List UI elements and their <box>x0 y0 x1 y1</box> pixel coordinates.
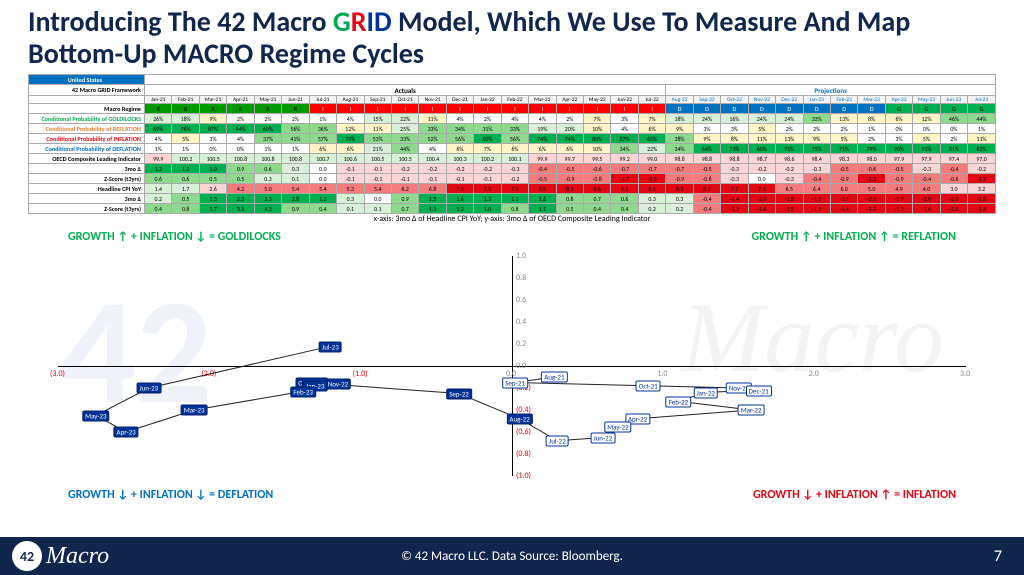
chart-point: Feb-22 <box>666 396 692 407</box>
quad-inflation: GROWTH ↓ + INFLATION ↑ = INFLATION <box>753 488 956 502</box>
chart-point: Feb-23 <box>290 386 316 397</box>
chart-point: Jan-22 <box>693 387 718 398</box>
footer-page: 7 <box>994 547 1002 566</box>
quad-goldilocks: GROWTH ↑ + INFLATION ↓ = GOLDILOCKS <box>68 230 281 244</box>
scatter-chart: GROWTH ↑ + INFLATION ↓ = GOLDILOCKS GROW… <box>28 226 996 506</box>
chart-point: Mar-22 <box>738 405 765 416</box>
chart-point: Jun-23 <box>136 383 161 394</box>
chart-point: Mar-23 <box>181 405 208 416</box>
chart-point: Oct-21 <box>636 381 661 392</box>
quad-deflation: GROWTH ↓ + INFLATION ↓ = DEFLATION <box>68 488 273 502</box>
chart-point: Dec-21 <box>746 385 772 396</box>
chart-point: Aug-21 <box>541 372 567 383</box>
chart-caption: x-axis: 3mo Δ of Headline CPI YoY; y-axi… <box>0 214 1024 224</box>
footer-attribution: © 42 Macro LLC. Data Source: Bloomberg. <box>401 549 623 564</box>
chart-point: Sep-22 <box>446 388 472 399</box>
grid-table: United States42 Macro GRID FrameworkActu… <box>28 74 996 214</box>
chart-point: Nov-22 <box>325 378 351 389</box>
logo-script: Macro <box>46 543 109 570</box>
footer: 42 Macro © 42 Macro LLC. Data Source: Bl… <box>0 537 1024 575</box>
grid-table-wrap: United States42 Macro GRID FrameworkActu… <box>0 70 1024 214</box>
chart-point: May-23 <box>82 410 109 421</box>
chart-point: Jul-23 <box>319 341 342 352</box>
footer-logo: 42 Macro <box>12 541 109 571</box>
chart-point: Apr-23 <box>113 427 138 438</box>
chart-point: Jun-22 <box>590 432 615 443</box>
chart-point: May-22 <box>604 421 631 432</box>
page-title: Introducing The 42 Macro GRID Model, Whi… <box>0 0 1024 70</box>
chart-point: Sep-21 <box>502 377 528 388</box>
chart-point: Aug-22 <box>506 414 532 425</box>
logo-42-icon: 42 <box>12 541 42 571</box>
quad-reflation: GROWTH ↑ + INFLATION ↑ = REFLATION <box>752 230 956 244</box>
chart-point: Jul-22 <box>546 436 569 447</box>
